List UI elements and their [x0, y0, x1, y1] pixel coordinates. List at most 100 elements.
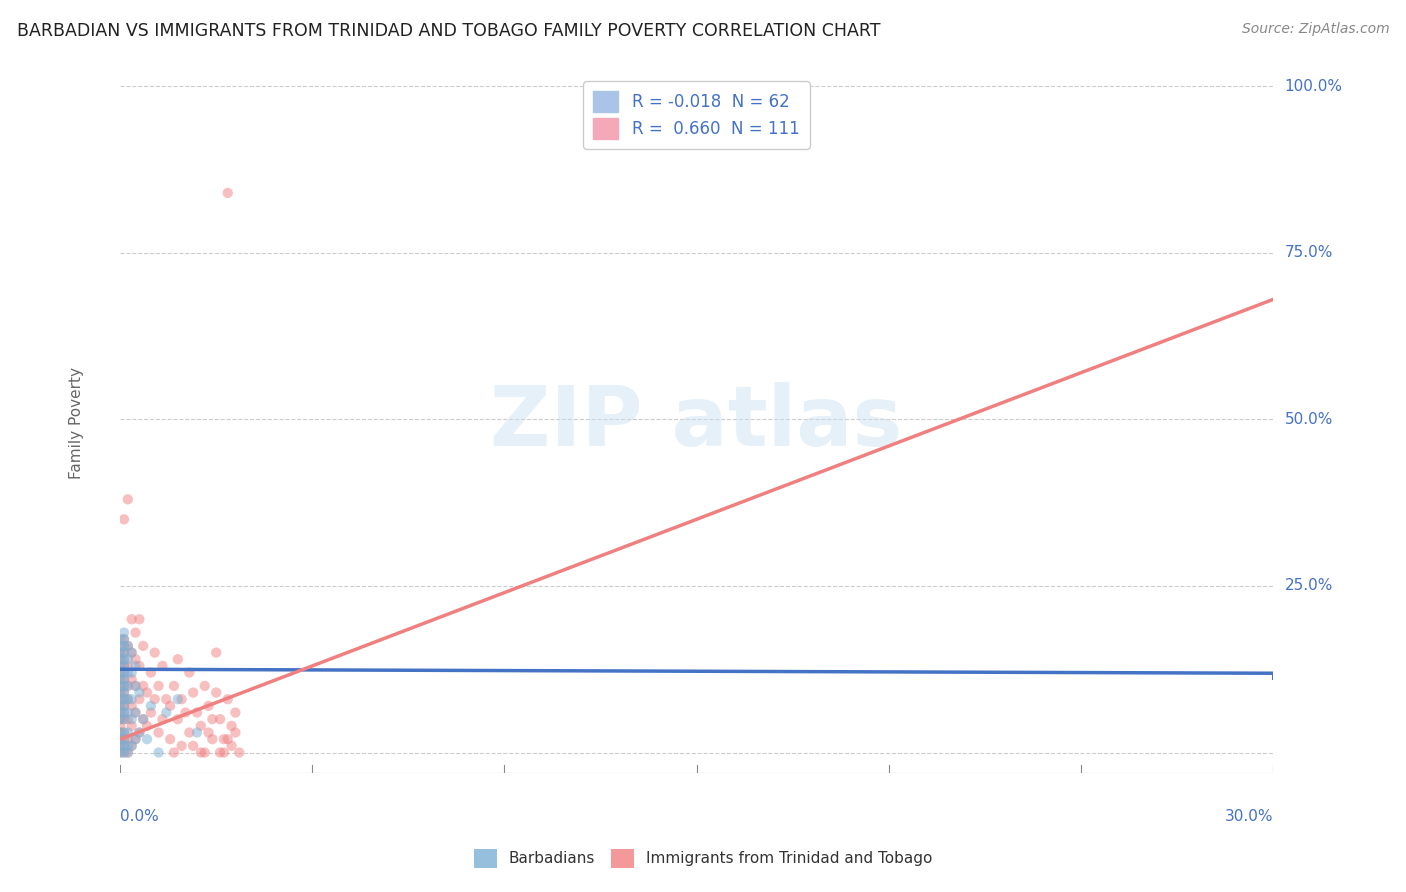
Point	[205, 685, 228, 699]
Point	[121, 665, 143, 680]
Point	[121, 646, 143, 660]
Point	[170, 739, 193, 753]
Point	[112, 632, 135, 647]
Point	[121, 712, 143, 726]
Point	[108, 725, 131, 739]
Point	[108, 665, 131, 680]
Point	[108, 739, 131, 753]
Point	[128, 612, 150, 626]
Point	[190, 746, 212, 760]
Point	[112, 665, 135, 680]
Point	[108, 698, 131, 713]
Point	[148, 746, 170, 760]
Point	[124, 652, 146, 666]
Point	[108, 685, 131, 699]
Point	[217, 186, 239, 200]
Point	[108, 632, 131, 647]
Point	[136, 685, 159, 699]
Point	[112, 706, 135, 720]
Point	[108, 692, 131, 706]
Point	[112, 692, 135, 706]
Point	[136, 719, 159, 733]
Point	[221, 719, 243, 733]
Point	[112, 625, 135, 640]
Point	[112, 698, 135, 713]
Text: 50.0%: 50.0%	[1285, 412, 1333, 427]
Point	[108, 639, 131, 653]
Point	[186, 725, 208, 739]
Point	[112, 652, 135, 666]
Point	[121, 739, 143, 753]
Point	[179, 665, 201, 680]
Point	[224, 706, 246, 720]
Point	[159, 732, 181, 747]
Point	[128, 659, 150, 673]
Point	[128, 725, 150, 739]
Point	[155, 692, 177, 706]
Point	[112, 646, 135, 660]
Point	[205, 646, 228, 660]
Point	[166, 712, 188, 726]
Point	[166, 692, 188, 706]
Point	[117, 639, 139, 653]
Point	[132, 712, 155, 726]
Point	[108, 685, 131, 699]
Point	[108, 646, 131, 660]
Point	[108, 706, 131, 720]
Point	[124, 659, 146, 673]
Point	[179, 725, 201, 739]
Point	[117, 665, 139, 680]
Point	[121, 672, 143, 686]
Point	[112, 712, 135, 726]
Text: 30.0%: 30.0%	[1225, 809, 1272, 824]
Point	[221, 739, 243, 753]
Point	[108, 679, 131, 693]
Point	[174, 706, 197, 720]
Point	[121, 739, 143, 753]
Point	[112, 679, 135, 693]
Point	[112, 685, 135, 699]
Point	[108, 712, 131, 726]
Point	[124, 679, 146, 693]
Point	[117, 739, 139, 753]
Point	[117, 652, 139, 666]
Point	[143, 692, 166, 706]
Point	[117, 706, 139, 720]
Point	[197, 698, 219, 713]
Point	[228, 746, 250, 760]
Text: Family Poverty: Family Poverty	[69, 367, 84, 479]
Point	[181, 739, 204, 753]
Point	[124, 732, 146, 747]
Point	[108, 746, 131, 760]
Point	[112, 652, 135, 666]
Point	[112, 659, 135, 673]
Point	[117, 725, 139, 739]
Point	[117, 692, 139, 706]
Point	[112, 512, 135, 526]
Point	[108, 692, 131, 706]
Point	[201, 712, 224, 726]
Point	[108, 732, 131, 747]
Point	[108, 672, 131, 686]
Point	[124, 679, 146, 693]
Point	[181, 685, 204, 699]
Point	[108, 712, 131, 726]
Point	[197, 725, 219, 739]
Point	[121, 719, 143, 733]
Point	[108, 679, 131, 693]
Point	[124, 625, 146, 640]
Text: BARBADIAN VS IMMIGRANTS FROM TRINIDAD AND TOBAGO FAMILY POVERTY CORRELATION CHAR: BARBADIAN VS IMMIGRANTS FROM TRINIDAD AN…	[17, 22, 880, 40]
Point	[112, 639, 135, 653]
Point	[148, 725, 170, 739]
Text: ZIP atlas: ZIP atlas	[491, 383, 903, 463]
Point	[112, 659, 135, 673]
Point	[112, 672, 135, 686]
Point	[224, 725, 246, 739]
Point	[112, 725, 135, 739]
Point	[152, 712, 174, 726]
Point	[117, 679, 139, 693]
Point	[112, 679, 135, 693]
Point	[136, 732, 159, 747]
Point	[108, 646, 131, 660]
Point	[152, 659, 174, 673]
